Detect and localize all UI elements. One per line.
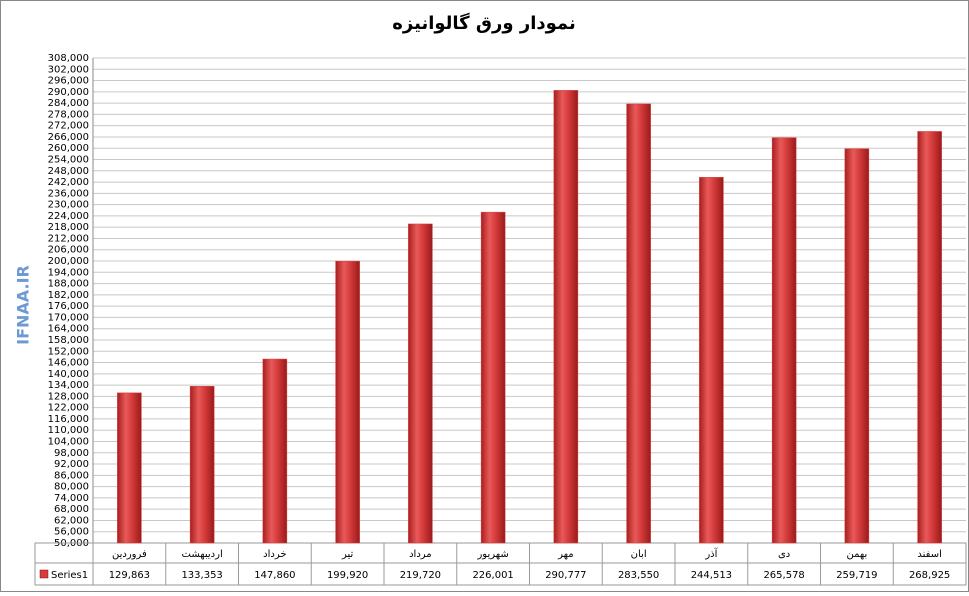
y-tick-label: 194,000 [48, 267, 89, 278]
y-tick-label: 242,000 [48, 177, 89, 188]
table-value: 259,719 [836, 570, 877, 581]
bar [480, 211, 506, 544]
bar [335, 260, 360, 544]
bar [117, 392, 142, 544]
y-tick-label: 176,000 [48, 301, 89, 312]
x-tick-label: مهر [557, 549, 573, 560]
y-tick-label: 140,000 [48, 369, 89, 380]
y-tick-label: 296,000 [48, 76, 89, 87]
x-tick-label: تیر [341, 549, 354, 560]
y-tick-label: 290,000 [48, 87, 89, 98]
y-tick-label: 152,000 [48, 346, 89, 357]
table-value: 219,720 [400, 570, 441, 581]
x-tick-label: فروردین [112, 549, 147, 560]
bar [844, 148, 870, 544]
table-value: 290,777 [545, 570, 586, 581]
x-tick-label: اسفند [917, 549, 941, 560]
x-tick-label: خرداد [263, 549, 286, 560]
table-value: 283,550 [618, 570, 659, 581]
table-value: 199,920 [327, 570, 368, 581]
y-tick-label: 92,000 [54, 459, 89, 470]
table-value: 265,578 [763, 570, 804, 581]
table-value: 268,925 [909, 570, 950, 581]
y-tick-label: 116,000 [48, 414, 89, 425]
bar [408, 223, 433, 544]
bar [189, 386, 215, 544]
bar [626, 103, 651, 544]
y-tick-label: 62,000 [54, 515, 89, 526]
y-tick-label: 302,000 [48, 64, 89, 75]
legend-label: Series1 [51, 570, 88, 581]
y-tick-label: 74,000 [54, 493, 89, 504]
y-tick-label: 200,000 [48, 256, 89, 267]
y-tick-label: 260,000 [48, 143, 89, 154]
y-tick-label: 122,000 [48, 403, 89, 414]
y-tick-label: 266,000 [48, 132, 89, 143]
y-tick-label: 134,000 [48, 380, 89, 391]
y-tick-label: 272,000 [48, 121, 89, 132]
y-tick-label: 68,000 [54, 504, 89, 515]
x-tick-label: آذر [704, 547, 718, 560]
watermark: IFNAA.IR [14, 265, 33, 345]
y-tick-label: 104,000 [48, 436, 89, 447]
y-tick-label: 56,000 [54, 527, 89, 538]
y-tick-label: 188,000 [48, 279, 89, 290]
bar [553, 90, 579, 544]
y-tick-label: 170,000 [48, 312, 89, 323]
x-tick-label: دی [778, 549, 790, 560]
bar [262, 358, 288, 544]
y-tick-label: 278,000 [48, 109, 89, 120]
y-tick-label: 86,000 [54, 470, 89, 481]
table-value: 129,863 [109, 570, 150, 581]
x-tick-label: اردیبهشت [182, 549, 223, 560]
x-tick-label: بهمن [846, 549, 867, 560]
y-tick-label: 248,000 [48, 166, 89, 177]
y-tick-label: 182,000 [48, 290, 89, 301]
bar [771, 137, 797, 544]
y-tick-label: 80,000 [54, 482, 89, 493]
y-tick-label: 230,000 [48, 200, 89, 211]
y-tick-label: 308,000 [48, 53, 89, 64]
y-tick-label: 254,000 [48, 155, 89, 166]
table-value: 226,001 [472, 570, 513, 581]
y-tick-label: 284,000 [48, 98, 89, 109]
y-tick-label: 218,000 [48, 222, 89, 233]
y-tick-label: 158,000 [48, 335, 89, 346]
bar [699, 177, 724, 544]
x-tick-label: مرداد [409, 549, 432, 560]
y-tick-label: 128,000 [48, 391, 89, 402]
y-tick-label: 98,000 [54, 448, 89, 459]
y-tick-label: 146,000 [48, 358, 89, 369]
table-value: 244,513 [691, 570, 732, 581]
legend-key [39, 569, 49, 579]
y-tick-label: 110,000 [48, 425, 89, 436]
y-tick-label: 164,000 [48, 324, 89, 335]
y-tick-label: 206,000 [48, 245, 89, 256]
y-tick-label: 212,000 [48, 233, 89, 244]
chart-title: نمودار ورق گالوانیزه [392, 12, 575, 34]
table-value: 147,860 [254, 570, 295, 581]
bar [917, 131, 942, 544]
x-tick-label: ابان [631, 549, 647, 560]
y-tick-label: 224,000 [48, 211, 89, 222]
y-tick-label: 236,000 [48, 188, 89, 199]
table-value: 133,353 [181, 570, 222, 581]
x-tick-label: شهریور [476, 549, 508, 560]
